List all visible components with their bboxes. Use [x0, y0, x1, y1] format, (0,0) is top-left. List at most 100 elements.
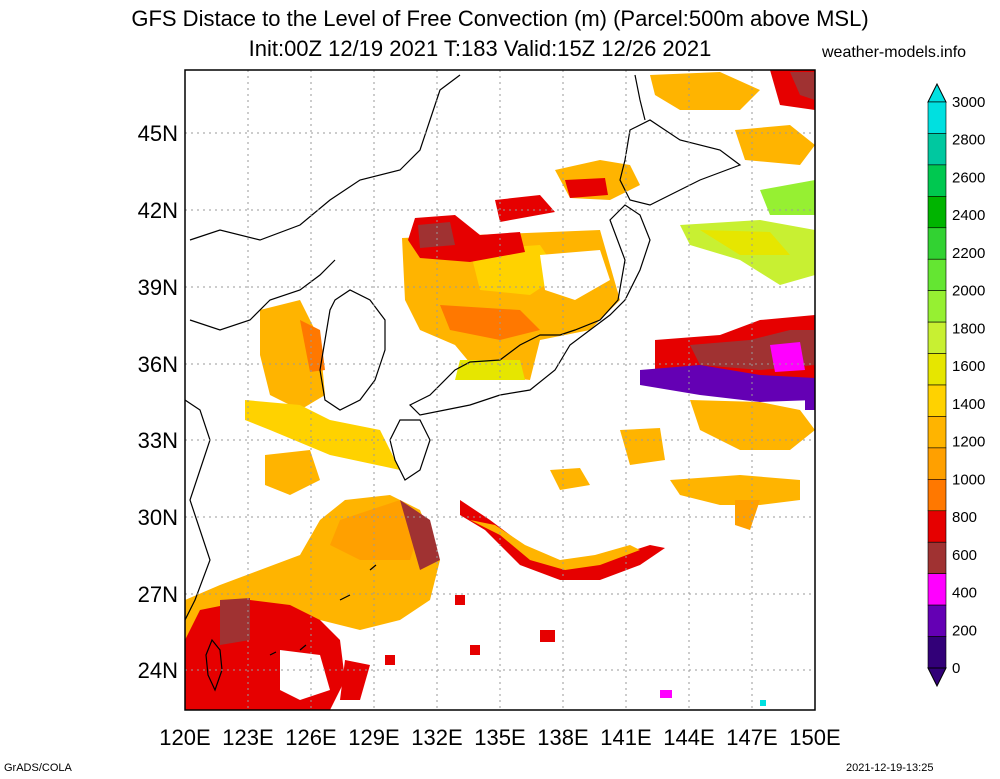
- field-patch: [495, 195, 555, 222]
- colorbar-label: 2400: [952, 207, 985, 224]
- coastline-china: [185, 74, 461, 621]
- colorbar-swatch: [927, 196, 947, 229]
- field-speckle: [470, 645, 480, 655]
- field-patch: [220, 598, 250, 645]
- colorbar-swatch: [927, 290, 947, 323]
- colorbar-swatch: [927, 164, 947, 197]
- colorbar-label: 200: [952, 622, 977, 639]
- lon-tick-label: 123E: [222, 725, 273, 750]
- lat-tick-label: 24N: [138, 658, 178, 683]
- lat-tick-label: 36N: [138, 352, 178, 377]
- field-patch: [455, 360, 525, 380]
- field-speckle: [455, 595, 465, 605]
- site-credit: weather-models.info: [822, 44, 967, 61]
- field-patch: [565, 178, 608, 198]
- lon-tick-label: 144E: [663, 725, 714, 750]
- lat-tick-label: 33N: [138, 428, 178, 453]
- colorbar-swatch: [927, 510, 947, 543]
- colorbar-label: 3000: [952, 94, 985, 111]
- colorbar-label: 1600: [952, 358, 985, 375]
- field-patch: [640, 365, 815, 402]
- field-patch: [340, 660, 370, 700]
- field-patch: [700, 230, 790, 255]
- lat-tick-label: 27N: [138, 582, 178, 607]
- field-layer: [185, 70, 815, 710]
- colorbar-swatch: [927, 384, 947, 417]
- lat-tick-label: 39N: [138, 275, 178, 300]
- colorbar-swatch: [927, 133, 947, 166]
- lon-tick-label: 135E: [474, 725, 525, 750]
- colorbar-swatch: [927, 321, 947, 354]
- field-patch: [400, 500, 440, 570]
- lon-tick-label: 147E: [726, 725, 777, 750]
- colorbar-label: 400: [952, 585, 977, 602]
- field-patch: [620, 428, 665, 465]
- field-patch: [760, 180, 815, 215]
- field-patch: [330, 500, 420, 560]
- lon-tick-label: 126E: [285, 725, 336, 750]
- colorbar-swatch: [927, 479, 947, 512]
- colorbar-label: 1000: [952, 471, 985, 488]
- colorbar-label: 800: [952, 509, 977, 526]
- lon-tick-label: 132E: [411, 725, 462, 750]
- field-patch: [550, 468, 590, 490]
- field-patch: [245, 400, 400, 470]
- lon-axis: 120E 123E 126E 129E 132E 135E 138E 141E …: [159, 725, 840, 750]
- footer-software: GrADS/COLA: [4, 762, 72, 774]
- field-patch: [735, 500, 760, 530]
- colorbar-swatch: [927, 227, 947, 260]
- colorbar-label: 2600: [952, 169, 985, 186]
- colorbar-label: 1400: [952, 396, 985, 413]
- field-patch: [650, 72, 760, 110]
- coastline-sakhalin: [634, 74, 646, 121]
- colorbar-swatch: [927, 604, 947, 637]
- colorbar: 3000280026002400220020001800160014001200…: [927, 82, 985, 688]
- coastline-taiwan: [205, 638, 223, 692]
- chart-subtitle: Init:00Z 12/19 2021 T:183 Valid:15Z 12/2…: [248, 36, 712, 61]
- colorbar-bottom-triangle: [927, 667, 947, 688]
- lon-tick-label: 150E: [789, 725, 840, 750]
- field-patch: [440, 305, 540, 340]
- colorbar-swatch: [927, 541, 947, 574]
- field-patch: [280, 650, 330, 700]
- colorbar-label: 0: [952, 660, 960, 677]
- coastline-layer: [185, 74, 742, 692]
- field-patch: [770, 342, 805, 372]
- colorbar-top-triangle: [927, 82, 947, 103]
- lat-axis: 45N 42N 39N 36N 33N 30N 27N 24N: [138, 121, 178, 683]
- field-speckle: [660, 690, 672, 698]
- field-speckle: [805, 400, 815, 410]
- field-speckle: [760, 700, 766, 706]
- colorbar-swatch: [927, 447, 947, 480]
- gridlines: [185, 70, 815, 710]
- footer-timestamp: 2021-12-19-13:25: [846, 762, 934, 774]
- lon-tick-label: 129E: [348, 725, 399, 750]
- lon-tick-label: 141E: [600, 725, 651, 750]
- map-frame: [184, 69, 816, 711]
- lat-tick-label: 30N: [138, 505, 178, 530]
- field-speckle: [385, 655, 395, 665]
- lat-tick-label: 42N: [138, 198, 178, 223]
- field-patch: [300, 320, 325, 372]
- lon-tick-label: 138E: [537, 725, 588, 750]
- colorbar-label: 1800: [952, 320, 985, 337]
- coastline-hokkaido: [619, 119, 742, 206]
- coastline-korea: [319, 289, 386, 411]
- colorbar-label: 2800: [952, 132, 985, 149]
- lon-tick-label: 120E: [159, 725, 210, 750]
- colorbar-label: 2000: [952, 283, 985, 300]
- colorbar-label: 2200: [952, 245, 985, 262]
- chart-title: GFS Distace to the Level of Free Convect…: [131, 6, 869, 31]
- field-patch: [470, 520, 640, 570]
- field-patch: [460, 500, 665, 580]
- colorbar-swatch: [927, 353, 947, 386]
- colorbar-swatch: [927, 416, 947, 449]
- colorbar-swatch: [927, 258, 947, 291]
- coastline-ryukyu: [269, 564, 377, 656]
- colorbar-label: 1200: [952, 434, 985, 451]
- lat-tick-label: 45N: [138, 121, 178, 146]
- field-patch: [790, 72, 815, 100]
- coastline-kyushu: [389, 419, 431, 481]
- colorbar-swatch: [927, 573, 947, 606]
